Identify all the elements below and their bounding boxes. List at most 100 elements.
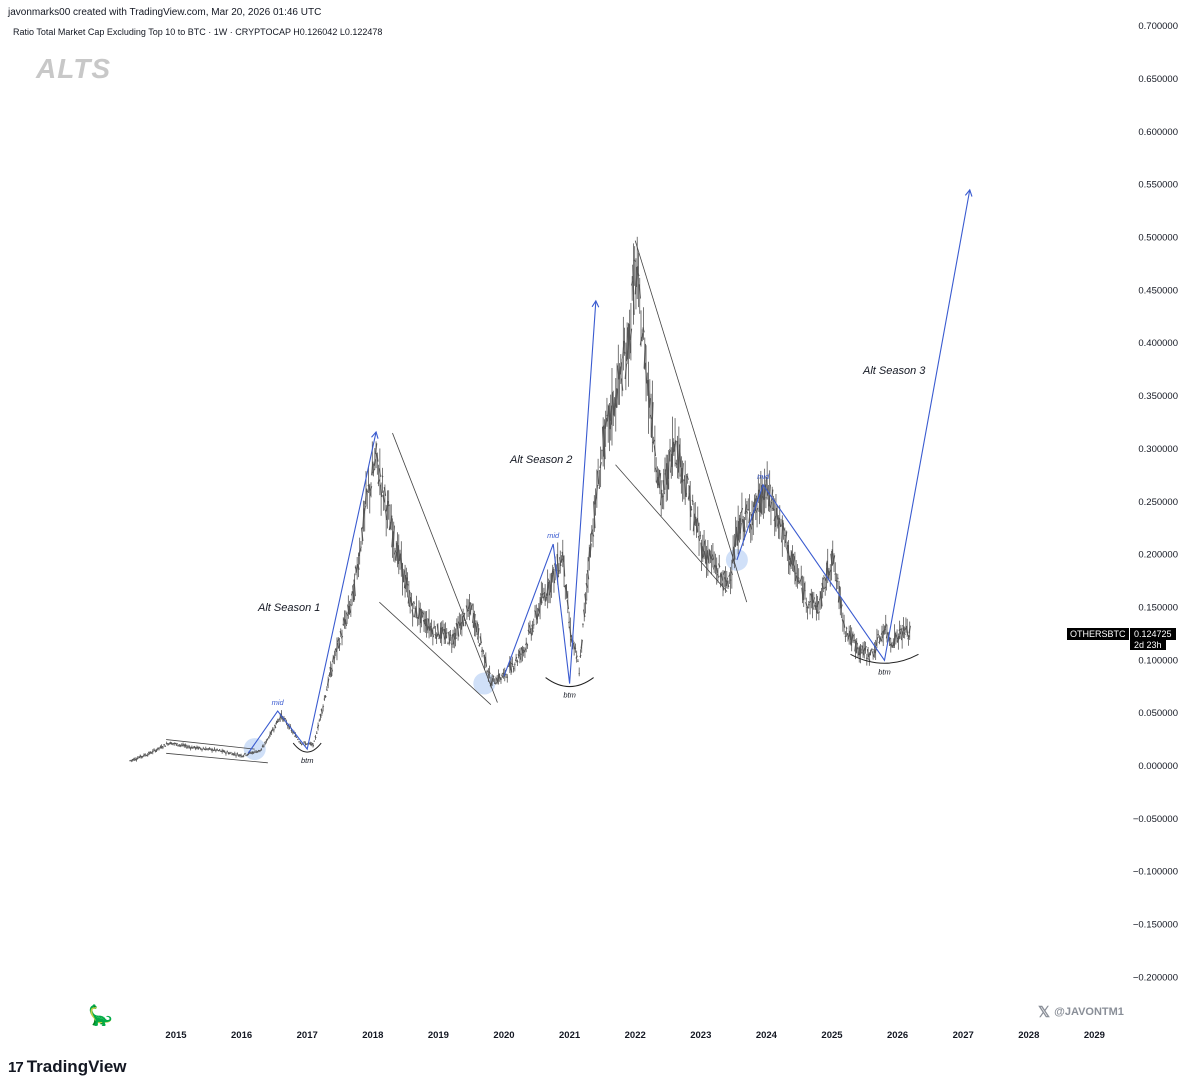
candle-body	[166, 743, 169, 746]
candle-body	[381, 475, 384, 478]
candle-body	[347, 604, 350, 615]
candle-body	[227, 752, 230, 755]
candle-body	[791, 553, 794, 565]
candle-body	[324, 695, 327, 698]
candle-body	[850, 633, 853, 646]
candle-body	[692, 513, 696, 532]
candle-body	[270, 730, 273, 734]
x-tick-label: 2015	[165, 1030, 187, 1041]
candle-body	[659, 489, 663, 506]
candle-body	[765, 477, 769, 496]
candle-body	[827, 570, 831, 576]
candle-body	[415, 606, 418, 617]
candle-body	[846, 633, 850, 638]
candle-body	[878, 640, 881, 644]
candle-body	[209, 748, 212, 751]
candle-body	[826, 560, 829, 580]
candle-body	[405, 577, 408, 589]
candle-body	[536, 613, 539, 620]
candle-body	[233, 753, 236, 755]
y-tick-label: 0.400000	[1138, 338, 1178, 349]
candle-body	[391, 531, 394, 548]
candle-body	[311, 743, 315, 747]
candle-body	[772, 507, 775, 511]
candle-body	[449, 634, 452, 637]
candle-body	[733, 546, 736, 560]
candle-body	[241, 755, 244, 758]
candle-body	[530, 630, 533, 636]
candle-body	[832, 555, 836, 563]
alt-season-2-path	[503, 300, 597, 684]
y-tick-label: −0.050000	[1133, 814, 1178, 825]
candle-body	[829, 569, 832, 574]
candle-body	[590, 529, 593, 535]
candle-body	[895, 635, 899, 640]
author-handle-text: @JAVONTM1	[1054, 1006, 1124, 1018]
y-tick-label: 0.500000	[1138, 233, 1178, 244]
candle-body	[527, 629, 530, 634]
candle-body	[622, 340, 625, 359]
candle-body	[344, 619, 347, 627]
y-tick-label: 0.700000	[1138, 21, 1178, 32]
tradingview-brand[interactable]: 17 TradingView	[8, 1057, 127, 1077]
candle-body	[741, 518, 745, 532]
candle-body	[260, 749, 263, 751]
candle-body	[744, 504, 747, 515]
candle-body	[793, 565, 797, 582]
y-tick-label: 0.300000	[1138, 444, 1178, 455]
candle-body	[279, 716, 282, 720]
candle-body	[565, 584, 568, 599]
candle-body	[736, 521, 740, 546]
candle-body	[873, 648, 876, 653]
candle-body	[199, 747, 202, 750]
candle-body	[345, 612, 349, 616]
candle-body	[866, 649, 870, 658]
candle-body	[342, 623, 345, 626]
x-tick-label: 2019	[428, 1030, 449, 1041]
candle-body	[712, 564, 716, 570]
candle-body	[550, 574, 553, 590]
candle-body	[694, 516, 697, 526]
candle-body	[639, 336, 643, 346]
candle-body	[194, 746, 197, 750]
candle-body	[376, 453, 379, 462]
candle-body	[433, 626, 436, 629]
candle-body	[403, 574, 407, 589]
candle-body	[479, 636, 482, 644]
candle-body	[574, 647, 577, 650]
candle-body	[601, 426, 605, 457]
candle-body	[488, 671, 491, 675]
author-handle[interactable]: 𝕏 @JAVONTM1	[1038, 1003, 1124, 1021]
x-tick-label: 2028	[1018, 1030, 1039, 1041]
candle-body	[484, 656, 488, 667]
candle-body	[155, 749, 158, 752]
candle-body	[226, 751, 229, 753]
candle-body	[716, 573, 720, 578]
candle-body	[459, 621, 462, 626]
candle-body	[672, 443, 675, 453]
candle-body	[204, 747, 207, 751]
candle-body	[711, 554, 715, 560]
y-tick-label: 0.350000	[1138, 391, 1178, 402]
candle-body	[656, 477, 659, 484]
candle-body	[451, 634, 455, 645]
candle-body	[675, 462, 678, 465]
candle-body	[291, 731, 294, 734]
candle-body	[320, 708, 324, 714]
candle-body	[557, 569, 561, 573]
candle-body	[131, 758, 134, 761]
candle-body	[697, 535, 701, 541]
candle-body	[579, 654, 582, 658]
candle-body	[725, 577, 728, 587]
candle-body	[382, 494, 385, 503]
candle-body	[240, 754, 243, 757]
candle-body	[822, 576, 826, 580]
candle-body	[624, 363, 628, 380]
candle-body	[508, 662, 511, 671]
candle-body	[897, 636, 900, 643]
candle-body	[367, 484, 370, 487]
candle-body	[264, 741, 267, 745]
candle-body	[528, 625, 532, 631]
candle-body	[410, 596, 413, 606]
